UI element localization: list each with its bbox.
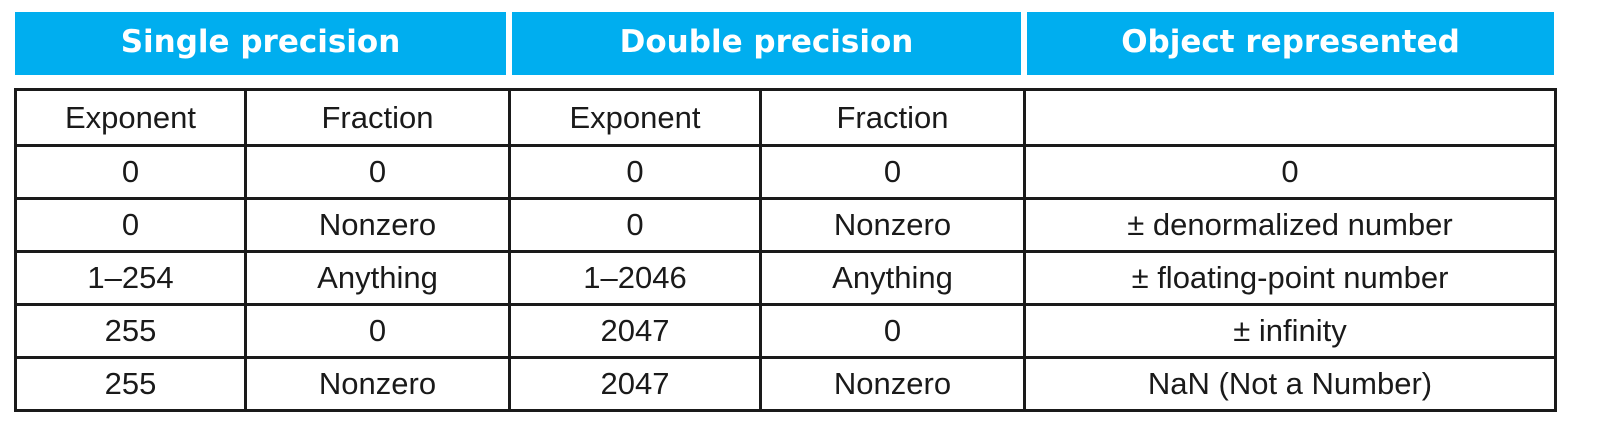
single-precision-header-label: Single precision — [120, 23, 401, 60]
single-fraction-cell: 0 — [244, 144, 511, 200]
single-exponent-cell: 255 — [14, 356, 247, 412]
double-fraction-cell: 0 — [759, 144, 1026, 200]
double-exponent-cell: 0 — [508, 197, 762, 253]
single-exponent-cell: 255 — [14, 303, 247, 359]
object-represented-cell: 0 — [1023, 144, 1557, 200]
double-exponent-cell: 2047 — [508, 356, 762, 412]
object-represented-cell: ± denormalized number — [1023, 197, 1557, 253]
table-row: 255 0 2047 0 ± infinity — [14, 303, 1557, 359]
double-fraction-cell: Nonzero — [759, 197, 1026, 253]
single-fraction-cell: Anything — [244, 250, 511, 306]
double-fraction-cell: Anything — [759, 250, 1026, 306]
table-row: 0 Nonzero 0 Nonzero ± denormalized numbe… — [14, 197, 1557, 253]
double-exponent-cell: 2047 — [508, 303, 762, 359]
single-exponent-cell: 0 — [14, 144, 247, 200]
double-fraction-header: Fraction — [759, 88, 1026, 147]
single-precision-header: Single precision — [15, 12, 506, 75]
double-fraction-cell: Nonzero — [759, 356, 1026, 412]
double-exponent-cell: 1–2046 — [508, 250, 762, 306]
double-exponent-cell: 0 — [508, 144, 762, 200]
object-represented-cell: ± floating-point number — [1023, 250, 1557, 306]
single-fraction-cell: Nonzero — [244, 356, 511, 412]
object-represented-subheader — [1023, 88, 1557, 147]
table-row: 1–254 Anything 1–2046 Anything ± floatin… — [14, 250, 1557, 306]
table-row: 0 0 0 0 0 — [14, 144, 1557, 200]
single-exponent-cell: 0 — [14, 197, 247, 253]
single-fraction-header: Fraction — [244, 88, 511, 147]
single-fraction-cell: 0 — [244, 303, 511, 359]
ieee754-encoding-table: Exponent Fraction Exponent Fraction 0 0 … — [14, 88, 1557, 412]
object-represented-cell: ± infinity — [1023, 303, 1557, 359]
object-represented-header-label: Object represented — [1121, 23, 1460, 60]
double-fraction-cell: 0 — [759, 303, 1026, 359]
double-precision-header: Double precision — [512, 12, 1021, 75]
object-represented-cell: NaN (Not a Number) — [1023, 356, 1557, 412]
double-precision-header-label: Double precision — [619, 23, 914, 60]
single-exponent-cell: 1–254 — [14, 250, 247, 306]
table-subheader-row: Exponent Fraction Exponent Fraction — [14, 88, 1557, 147]
table-row: 255 Nonzero 2047 Nonzero NaN (Not a Numb… — [14, 356, 1557, 412]
object-represented-header: Object represented — [1027, 12, 1554, 75]
double-exponent-header: Exponent — [508, 88, 762, 147]
single-fraction-cell: Nonzero — [244, 197, 511, 253]
single-exponent-header: Exponent — [14, 88, 247, 147]
